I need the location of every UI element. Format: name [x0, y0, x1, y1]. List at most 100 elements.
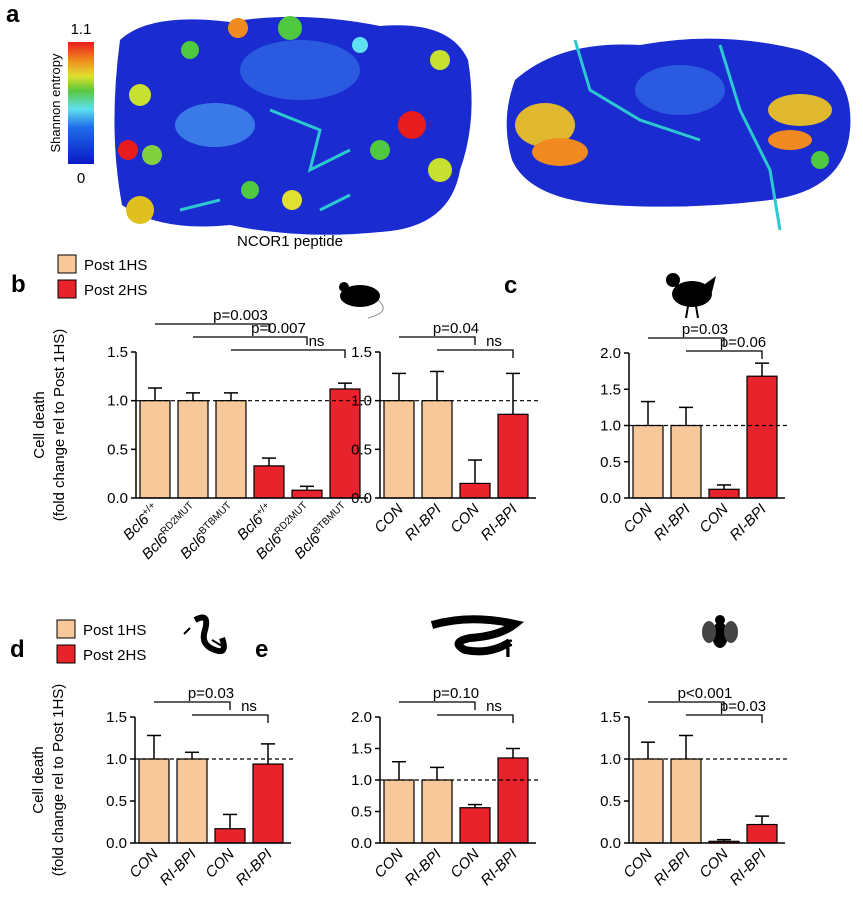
y-tick-label: 0.5 — [600, 793, 621, 810]
y-tick-label: 0.0 — [106, 835, 127, 852]
bar — [746, 823, 778, 844]
bar — [459, 482, 491, 499]
significance-bracket — [155, 323, 270, 332]
legend-swatch — [56, 619, 76, 639]
p-value: p=0.03 — [188, 685, 234, 702]
y-tick-label: 0.0 — [600, 490, 621, 507]
p-value: ns — [309, 333, 325, 350]
significance-bracket — [154, 701, 231, 710]
bar — [497, 413, 529, 499]
y-tick-label: 2.0 — [351, 709, 372, 726]
genotype: BTBMUT — [311, 500, 348, 537]
y-tick-label: 0.5 — [351, 804, 372, 821]
bar — [215, 400, 247, 499]
y-tick-label: 1.5 — [351, 344, 372, 361]
x-tick-label: RI-BPI — [402, 501, 445, 544]
significance-bracket — [399, 701, 476, 710]
y-tick-label: 0.5 — [600, 454, 621, 471]
bar — [632, 424, 664, 499]
y-axis-label: Cell death — [31, 391, 48, 459]
x-tick-label: RI-BPI — [727, 501, 770, 544]
y-tick-label: 0.0 — [107, 490, 128, 507]
bar — [329, 388, 361, 499]
worm-icon — [430, 615, 525, 656]
y-tick-label: 0.0 — [600, 835, 621, 852]
bar — [746, 375, 778, 499]
genotype: RD2MUT — [273, 500, 310, 537]
colorbar-title: Shannon entropy — [48, 53, 63, 153]
bar — [383, 400, 415, 499]
legend-label: Post 2HS — [83, 647, 146, 664]
bar — [459, 807, 491, 844]
bar — [421, 400, 453, 499]
caption: NCOR1 peptide — [237, 233, 343, 250]
bar — [421, 779, 453, 844]
p-value: p=0.003 — [213, 307, 268, 324]
bar — [177, 400, 209, 499]
bar — [176, 758, 208, 844]
y-tick-label: 1.0 — [351, 393, 372, 410]
bar — [214, 828, 246, 844]
panel-label: f — [504, 636, 513, 663]
x-tick-label: RI-BPI — [402, 846, 445, 889]
y-tick-label: 1.5 — [600, 381, 621, 398]
protein-surface — [114, 16, 851, 235]
bar — [670, 424, 702, 499]
y-tick-label: 1.0 — [107, 393, 128, 410]
y-tick-label: 2.0 — [600, 345, 621, 362]
bar — [383, 779, 415, 844]
y-tick-label: 0.5 — [351, 441, 372, 458]
lizard-icon — [183, 614, 227, 655]
x-tick-label: RI-BPI — [727, 846, 770, 889]
colorbar — [68, 42, 94, 164]
y-tick-label: 1.0 — [600, 751, 621, 768]
p-value: p<0.001 — [678, 685, 733, 702]
colorbar-tick: 0 — [77, 170, 85, 187]
significance-bracket — [193, 336, 308, 345]
y-axis-label: (fold change rel to Post 1HS) — [51, 329, 68, 522]
significance-bracket — [686, 350, 763, 359]
y-tick-label: 1.0 — [351, 772, 372, 789]
significance-bracket — [231, 349, 346, 358]
p-value: p=0.10 — [433, 685, 479, 702]
legend-swatch — [56, 644, 76, 664]
y-tick-label: 1.5 — [600, 709, 621, 726]
y-tick-label: 0.5 — [106, 793, 127, 810]
p-value: p=0.03 — [720, 698, 766, 715]
y-tick-label: 0.0 — [351, 490, 372, 507]
significance-bracket — [192, 714, 269, 723]
p-value: ns — [241, 698, 257, 715]
x-tick-label: RI-BPI — [233, 846, 276, 889]
bar — [708, 488, 740, 499]
significance-bracket — [686, 714, 763, 723]
y-tick-label: 1.5 — [107, 344, 128, 361]
fly-icon — [702, 615, 738, 648]
y-tick-label: 0.0 — [351, 835, 372, 852]
significance-bracket — [648, 337, 725, 346]
mouse-icon — [339, 282, 384, 319]
x-tick-label: RI-BPI — [157, 846, 200, 889]
y-tick-label: 1.0 — [106, 751, 127, 768]
y-tick-label: 0.5 — [107, 441, 128, 458]
legend-swatch — [57, 279, 77, 299]
p-value: p=0.06 — [720, 334, 766, 351]
chicken-icon — [666, 273, 716, 319]
colorbar-tick: 1.1 — [71, 21, 92, 38]
bar — [632, 758, 664, 844]
x-tick-label: RI-BPI — [651, 501, 694, 544]
genotype: BTBMUT — [197, 500, 234, 537]
legend-label: Post 2HS — [84, 282, 147, 299]
legend-swatch — [57, 254, 77, 274]
significance-bracket — [437, 349, 514, 358]
bar — [670, 758, 702, 844]
panel-label: a — [6, 1, 20, 28]
p-value: p=0.007 — [251, 320, 306, 337]
bar — [253, 465, 285, 499]
panel-label: c — [504, 272, 517, 299]
p-value: p=0.04 — [433, 320, 479, 337]
x-tick-label: RI-BPI — [478, 501, 521, 544]
p-value: ns — [486, 333, 502, 350]
y-tick-label: 1.5 — [106, 709, 127, 726]
p-value: ns — [486, 698, 502, 715]
